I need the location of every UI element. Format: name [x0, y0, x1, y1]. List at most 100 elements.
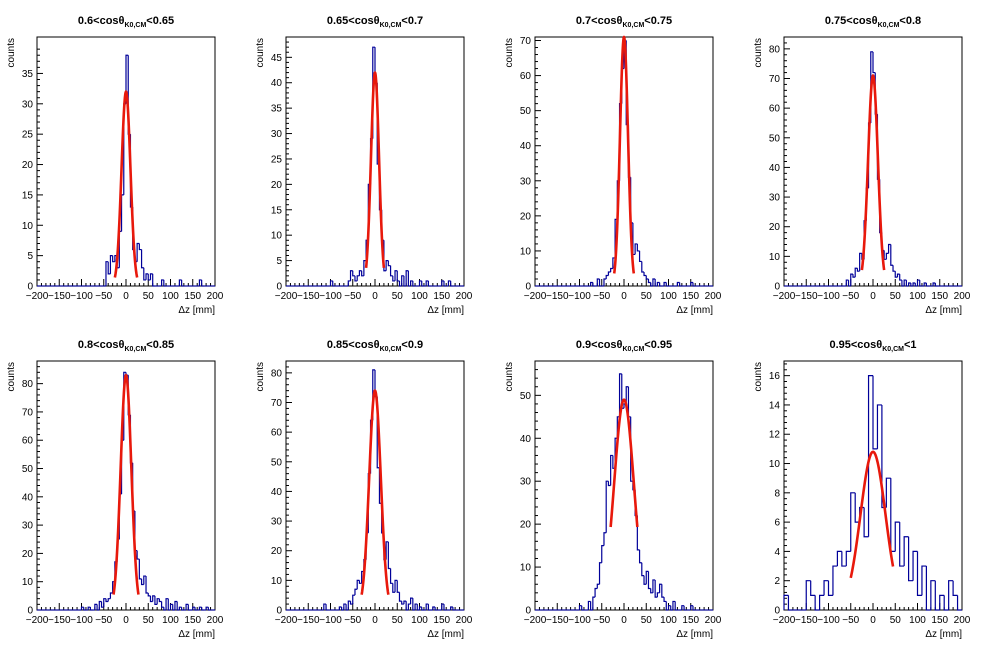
histogram-bin	[125, 54, 129, 104]
histogram-bin	[143, 267, 147, 281]
histogram-bin	[83, 607, 86, 611]
histogram-bin	[194, 607, 198, 611]
histogram-bin	[169, 603, 173, 610]
y-tick-label: 30	[22, 521, 34, 532]
histogram-bin	[647, 278, 651, 284]
histogram-bin	[923, 282, 927, 286]
y-tick-label: 10	[271, 231, 283, 242]
x-tick-label: −50	[842, 291, 859, 302]
histogram-bin	[890, 244, 894, 266]
y-tick-label: 40	[22, 492, 34, 503]
histogram-bin	[343, 603, 347, 610]
histogram-bin	[87, 606, 91, 610]
x-axis: −200 −150 −100 −50 0 50 100 150 200	[26, 279, 224, 302]
y-axis: 0 5 10 15 20 25 30 35	[22, 48, 43, 293]
histogram-bin	[389, 265, 393, 277]
histogram-bin	[634, 243, 638, 255]
histogram-bin	[394, 579, 398, 593]
histogram-bin	[856, 268, 860, 272]
histogram-panel-2: 0.65<cosθK0,CM<0.7 0 5 10 15 20 25 30 35 40 45 coun…	[255, 15, 473, 316]
histogram-bin	[659, 583, 662, 593]
gaussian-fit-curve	[360, 389, 390, 595]
histogram-bin	[152, 595, 155, 602]
x-tick-label: 100	[162, 291, 179, 302]
histogram-bins	[784, 51, 962, 287]
x-tick-label: 150	[433, 615, 450, 626]
histogram-bin	[356, 579, 360, 590]
x-axis: −200 −150 −100 −50 0 50 100 150 200	[275, 603, 473, 626]
histogram-bin	[112, 255, 115, 263]
histogram-bin	[925, 566, 931, 611]
histogram-bin	[681, 605, 685, 610]
histogram-bin	[441, 603, 444, 610]
histogram-bin	[643, 575, 647, 585]
x-tick-label: 0	[621, 291, 627, 302]
y-tick-label: 5	[276, 256, 282, 267]
y-tick-label: 60	[22, 436, 34, 447]
y-tick-label: 50	[271, 457, 283, 468]
histogram-bin	[394, 270, 398, 281]
histogram-bin	[659, 282, 662, 287]
histogram-bin	[814, 595, 820, 611]
histogram-bin	[441, 280, 444, 286]
histogram-bin	[349, 601, 353, 605]
histogram-bin	[187, 604, 191, 611]
x-tick-label: −50	[95, 615, 112, 626]
x-tick-label: 50	[890, 291, 902, 302]
histogram-bin	[692, 605, 696, 611]
gaussian-fit-curve	[612, 35, 636, 274]
histogram-bin	[105, 598, 109, 603]
histogram-bin	[156, 598, 160, 605]
y-tick-label: 35	[22, 69, 34, 80]
y-tick-label: 60	[769, 104, 781, 115]
histogram-bin	[636, 243, 640, 252]
histogram-bin	[625, 386, 629, 404]
gaussian-fit-curve	[609, 398, 639, 528]
plot-frame	[534, 36, 714, 287]
histogram-bin	[847, 280, 851, 287]
histogram-bin	[596, 278, 600, 286]
y-tick-label: 10	[520, 563, 532, 574]
x-tick-label: 100	[909, 291, 926, 302]
histogram-bin	[94, 603, 98, 610]
histogram-bin	[603, 278, 607, 286]
histogram-bin	[578, 605, 582, 610]
x-tick-label: −150	[48, 615, 71, 626]
histogram-bin	[401, 275, 404, 286]
histogram-bin	[205, 606, 209, 610]
histogram-bin	[952, 580, 958, 596]
y-tick-label: 20	[22, 160, 34, 171]
x-tick-label: 0	[123, 291, 129, 302]
histogram-bin	[661, 584, 665, 598]
histogram-bin	[396, 270, 400, 282]
histogram-bin	[165, 598, 169, 610]
histogram-bin	[783, 594, 789, 610]
histogram-bin	[638, 250, 642, 263]
histogram-bin	[392, 275, 396, 282]
plot-frame	[36, 360, 216, 611]
histogram-bin	[852, 274, 856, 278]
histogram-bins	[535, 373, 713, 611]
histogram-panel-7: 0.9<cosθK0,CM<0.9501020304050counts−200−…	[504, 339, 722, 640]
histogram-bin	[836, 550, 842, 567]
y-axis-label: counts	[6, 38, 17, 67]
histogram-bin	[605, 274, 609, 279]
y-tick-label: 10	[271, 576, 283, 587]
histogram-bin	[908, 536, 914, 582]
histogram-bin	[934, 283, 938, 287]
histogram-bin	[323, 603, 327, 610]
y-tick-label: 0	[525, 606, 531, 617]
x-tick-label: 0	[621, 615, 627, 626]
histogram-bin	[143, 575, 147, 585]
y-tick-label: 20	[271, 546, 283, 557]
x-tick-label: −200	[773, 291, 796, 302]
x-tick-label: 50	[641, 615, 653, 626]
y-tick-label: 80	[22, 379, 34, 390]
x-tick-label: −200	[773, 615, 796, 626]
y-axis: 0 10 20 30 40 50	[520, 369, 541, 617]
histogram-bin	[398, 280, 402, 287]
panel-title: 0.65<cosθK0,CM<0.7	[327, 15, 423, 29]
histogram-bin	[650, 282, 653, 287]
histogram-bin	[147, 593, 151, 597]
y-tick-label: 40	[271, 487, 283, 498]
